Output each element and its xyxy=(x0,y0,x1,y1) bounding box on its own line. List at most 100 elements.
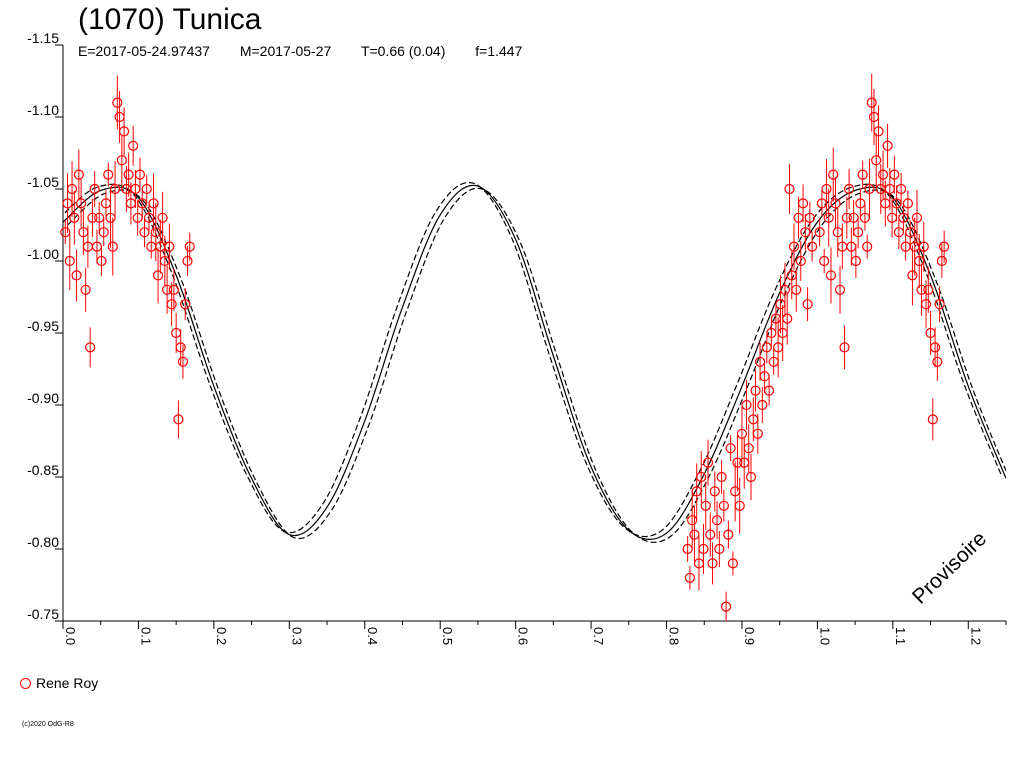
data-point xyxy=(788,241,800,252)
data-point xyxy=(107,241,118,252)
y-tick-label: -0.85 xyxy=(27,462,59,478)
data-point xyxy=(871,155,882,166)
data-point xyxy=(137,198,148,209)
data-point xyxy=(689,529,700,540)
data-point xyxy=(168,284,179,295)
data-point xyxy=(727,558,739,569)
y-tick-label: -1.10 xyxy=(27,102,59,118)
data-point xyxy=(761,342,772,353)
data-point xyxy=(725,443,736,454)
data-point xyxy=(741,399,752,411)
data-point xyxy=(166,299,177,310)
x-tick-label: 0.1 xyxy=(138,627,153,645)
data-point xyxy=(843,183,855,195)
fit-curve-group xyxy=(63,181,1006,543)
data-point xyxy=(94,212,105,223)
copyright-note: (c)2020 OdG-R8 xyxy=(22,721,74,728)
data-point xyxy=(734,500,745,511)
data-point xyxy=(902,198,914,209)
data-point xyxy=(743,443,754,454)
data-point xyxy=(103,169,114,180)
data-point xyxy=(745,471,757,483)
x-tick-label: 1.2 xyxy=(968,627,983,645)
data-point xyxy=(911,212,923,223)
data-point xyxy=(64,255,75,267)
data-point xyxy=(934,299,945,310)
data-point xyxy=(105,212,116,223)
fit-curve-lower xyxy=(63,181,1003,538)
data-point xyxy=(723,529,734,540)
y-tick-label: -1.00 xyxy=(27,246,59,262)
data-point xyxy=(918,241,929,252)
y-tick-label: -0.90 xyxy=(27,390,59,406)
data-point xyxy=(716,471,727,483)
data-point xyxy=(864,183,875,195)
data-point xyxy=(173,414,184,425)
y-tick-label: -1.05 xyxy=(27,174,59,190)
x-tick-label: 0.8 xyxy=(667,627,682,645)
fit-curve-upper xyxy=(67,187,1006,543)
data-point xyxy=(797,198,809,209)
data-point xyxy=(830,198,841,209)
data-point xyxy=(707,558,718,569)
data-point xyxy=(696,471,707,483)
data-point xyxy=(175,342,186,353)
mid-date-label: M=2017-05-27 xyxy=(239,43,332,59)
data-point xyxy=(828,169,839,180)
data-point xyxy=(825,270,837,281)
data-point xyxy=(152,270,164,281)
frequency-label: f=1.447 xyxy=(475,43,523,59)
x-tick-label: 0.4 xyxy=(365,627,380,645)
data-point xyxy=(80,284,91,295)
data-point xyxy=(898,212,909,223)
data-point xyxy=(732,457,743,468)
x-tick-label: 1.0 xyxy=(817,627,832,645)
data-point xyxy=(164,241,175,252)
data-point xyxy=(85,342,96,353)
data-point xyxy=(141,183,152,195)
data-point xyxy=(148,198,159,209)
data-point xyxy=(857,169,868,180)
data-point xyxy=(98,227,109,238)
data-point xyxy=(718,500,729,511)
data-point xyxy=(839,342,850,353)
data-point xyxy=(87,212,98,223)
x-tick-label: 0.7 xyxy=(591,627,606,645)
data-point xyxy=(180,299,191,310)
data-point xyxy=(709,486,720,497)
legend-marker-icon xyxy=(20,678,31,689)
data-point xyxy=(116,155,127,166)
data-point xyxy=(750,385,761,396)
y-tick-label: -0.95 xyxy=(27,318,59,334)
data-point xyxy=(700,500,711,511)
data-point xyxy=(814,227,825,238)
data-point xyxy=(687,515,698,526)
data-point xyxy=(134,169,146,180)
x-tick-label: 0.0 xyxy=(63,627,78,645)
data-point xyxy=(66,183,78,195)
data-point xyxy=(764,385,775,396)
x-tick-label: 0.6 xyxy=(516,627,531,645)
data-point xyxy=(873,126,884,137)
data-point xyxy=(757,399,768,411)
period-label: T=0.66 (0.04) xyxy=(360,43,446,59)
data-points xyxy=(60,73,950,622)
data-point xyxy=(779,284,791,295)
data-point xyxy=(907,270,918,281)
data-point xyxy=(927,414,938,425)
fit-curve xyxy=(63,184,1006,540)
chart-title: (1070) Tunica xyxy=(78,3,262,36)
data-point xyxy=(936,255,947,267)
data-point xyxy=(804,212,815,223)
x-tick-label: 1.1 xyxy=(893,627,908,645)
data-point xyxy=(112,97,123,108)
chart-subtitle: E=2017-05-24.97437 M=2017-05-27 T=0.66 (… xyxy=(78,42,548,60)
x-tick-label: 0.2 xyxy=(214,627,229,645)
data-point xyxy=(862,241,873,252)
data-point xyxy=(71,270,82,281)
data-point xyxy=(939,241,950,252)
data-point xyxy=(736,428,748,439)
x-tick-label: 0.3 xyxy=(289,627,304,645)
data-point xyxy=(721,601,732,612)
